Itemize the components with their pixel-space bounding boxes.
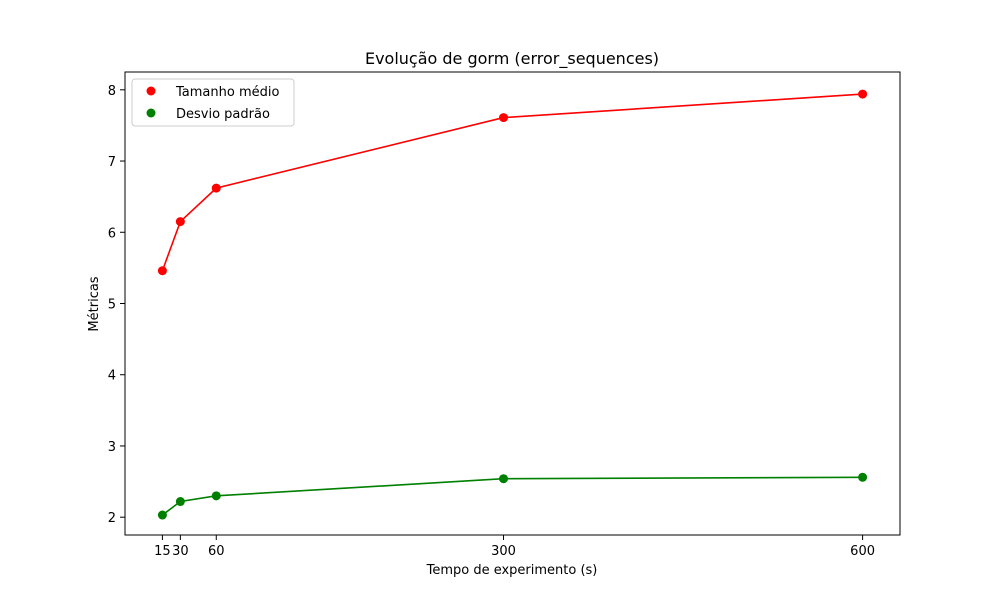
legend-marker: [146, 108, 156, 118]
y-axis: 2 3 4 5 6 7 8: [108, 84, 125, 526]
data-point: [211, 183, 221, 193]
legend-marker: [146, 86, 156, 96]
legend-label: Desvio padrão: [176, 107, 270, 122]
legend-box: [131, 78, 295, 127]
y-tick-label: 5: [108, 298, 116, 313]
data-point: [211, 491, 221, 501]
data-point: [175, 497, 185, 507]
y-tick-label: 6: [108, 226, 116, 241]
x-tick-label: 30: [172, 544, 189, 559]
data-point: [157, 510, 167, 520]
plot-area-frame: [124, 71, 901, 536]
x-tick-label: 600: [850, 544, 875, 559]
legend-label: Tamanho médio: [175, 85, 279, 100]
series-layer: [157, 89, 868, 520]
data-point: [499, 113, 509, 123]
y-tick-label: 7: [108, 155, 116, 170]
data-point: [858, 89, 868, 99]
data-point: [499, 474, 509, 484]
x-tick-label: 15: [154, 544, 171, 559]
data-point: [157, 266, 167, 276]
y-tick-label: 8: [108, 84, 116, 99]
chart-title: Evolução de gorm (error_sequences): [365, 49, 659, 69]
y-tick-label: 4: [108, 369, 116, 384]
y-axis-title: Métricas: [87, 276, 102, 331]
x-tick-label: 60: [208, 544, 225, 559]
x-axis: 15 30 60 300 600: [154, 535, 875, 559]
legend: Tamanho médio Desvio padrão: [131, 78, 295, 127]
y-tick-label: 3: [108, 440, 116, 455]
x-tick-label: 300: [491, 544, 516, 559]
x-axis-title: Tempo de experimento (s): [426, 563, 598, 578]
series-line-2: [161, 476, 863, 516]
data-point: [858, 472, 868, 482]
y-tick-label: 2: [108, 511, 116, 526]
data-point: [175, 217, 185, 227]
